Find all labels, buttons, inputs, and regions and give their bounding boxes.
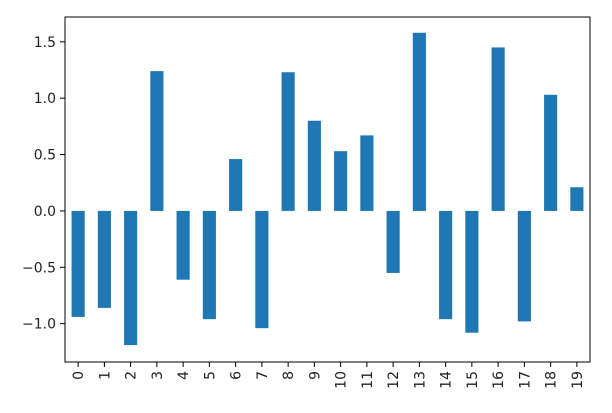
plot-area (65, 17, 590, 362)
bar-4 (176, 210, 190, 280)
bar-13 (412, 32, 426, 211)
x-tick-label: 5 (202, 371, 218, 380)
bar-3 (150, 71, 164, 211)
x-tick-label: 2 (124, 371, 140, 380)
y-tick-label: 0.5 (34, 148, 56, 164)
x-tick-label: 19 (570, 371, 586, 389)
y-tick-label: 1.5 (34, 35, 56, 51)
bars-group (71, 32, 584, 346)
y-tick-label: 0.0 (34, 204, 56, 220)
bar-6 (229, 159, 243, 211)
bar-11 (360, 135, 374, 211)
x-tick-label: 10 (334, 371, 350, 389)
bar-19 (570, 187, 584, 211)
bar-1 (97, 210, 111, 308)
x-tick-label: 8 (281, 371, 297, 380)
bar-15 (465, 210, 479, 333)
x-tick-label: 4 (176, 371, 192, 380)
bar-8 (281, 72, 295, 211)
x-axis-ticks: 0 1 2 3 4 5 6 7 8 9 10 11 12 13 14 15 16 17 18 19 (71, 362, 586, 389)
x-tick-label: 12 (386, 371, 402, 389)
plot-frame (64, 16, 591, 363)
x-tick-label: 14 (439, 371, 455, 389)
bar-10 (334, 151, 348, 211)
y-axis-ticks: −1.0 −0.5 0.0 0.5 1.0 1.5 (22, 35, 65, 333)
bar-18 (544, 94, 558, 211)
y-tick-label: 1.0 (34, 91, 56, 107)
x-tick-label: 11 (360, 371, 376, 389)
x-tick-label: 16 (491, 371, 507, 389)
x-tick-label: 13 (412, 371, 428, 389)
x-tick-label: 3 (150, 371, 166, 380)
x-tick-label: 0 (71, 371, 87, 380)
bar-9 (307, 120, 321, 211)
x-tick-label: 1 (97, 371, 113, 380)
x-tick-label: 18 (544, 371, 560, 389)
x-tick-label: 7 (255, 371, 271, 380)
x-tick-label: 6 (229, 371, 245, 380)
x-tick-label: 15 (465, 371, 481, 389)
x-tick-label: 9 (307, 371, 323, 380)
y-tick-label: −1.0 (22, 317, 56, 333)
x-tick-label: 17 (517, 371, 533, 389)
bar-16 (491, 47, 505, 211)
bar-7 (255, 210, 269, 329)
bar-17 (517, 210, 531, 322)
y-tick-label: −0.5 (22, 260, 56, 276)
bar-5 (202, 210, 216, 320)
bar-14 (439, 210, 453, 320)
bar-12 (386, 210, 400, 273)
bar-2 (124, 210, 138, 346)
bar-0 (71, 210, 85, 317)
